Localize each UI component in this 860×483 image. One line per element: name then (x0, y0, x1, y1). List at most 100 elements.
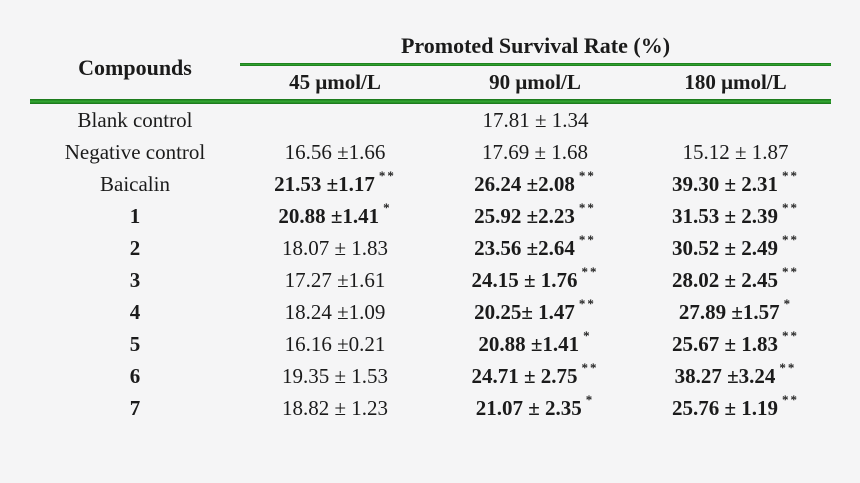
value-text: 17.69 ± 1.68 (481, 139, 589, 164)
header-bottom-rule (30, 99, 831, 104)
value-cell: 16.56 ±1.66 (240, 136, 430, 168)
value-cell: 16.16 ±0.21 (240, 328, 430, 360)
value-cell: 17.27 ±1.61 (240, 264, 430, 296)
value-text: 30.52 ± 2.49 (671, 235, 779, 260)
value-text: 18.24 ±1.09 (284, 299, 386, 324)
table-row: 4 18.24 ±1.09 20.25± 1.47 ** 27.89 ±1.57 * (30, 296, 831, 328)
significance-marker: ** (782, 392, 800, 407)
value-cell: 25.76 ± 1.19 ** (640, 392, 831, 424)
table-row: Negative control 16.56 ±1.66 17.69 ± 1.68 1… (30, 136, 831, 168)
compound-cell: 3 (129, 267, 141, 292)
value-cell: 23.56 ±2.64 ** (430, 232, 640, 264)
value-cell: 18.07 ± 1.83 (240, 232, 430, 264)
compound-cell: 1 (129, 203, 141, 228)
table-row: 1 20.88 ±1.41 * 25.92 ±2.23 ** 31.53 ± 2.39 ** (30, 200, 831, 232)
value-cell: 25.67 ± 1.83 ** (640, 328, 831, 360)
value-text: 15.12 ± 1.87 (682, 139, 789, 164)
column-header-180umol: 180 μmol/L (684, 70, 787, 94)
table-row: Baicalin 21.53 ±1.17 ** 26.24 ±2.08 ** 39.30 … (30, 168, 831, 200)
compound-cell: Negative control (64, 139, 206, 164)
value-text: 26.24 ±2.08 (474, 171, 575, 196)
compound-cell: 4 (129, 299, 141, 324)
value-text: 20.88 ±1.41 (278, 203, 380, 228)
value-cell: 24.71 ± 2.75 ** (430, 360, 640, 392)
compound-cell: 2 (129, 235, 141, 260)
significance-marker: ** (378, 168, 396, 183)
column-header-90umol: 90 μmol/L (489, 70, 581, 94)
value-text: 39.30 ± 2.31 (671, 171, 779, 196)
value-text: 38.27 ±3.24 (674, 363, 776, 388)
significance-marker: ** (578, 232, 596, 247)
value-text: 25.92 ±2.23 (474, 203, 575, 228)
significance-marker: ** (779, 360, 797, 375)
significance-marker: ** (782, 328, 800, 343)
significance-marker: ** (782, 200, 800, 215)
value-cell: 21.53 ±1.17 ** (240, 168, 430, 200)
significance-marker: * (583, 328, 592, 343)
significance-marker: ** (782, 264, 800, 279)
table-header: Compounds Promoted Survival Rate (%) 45 … (30, 26, 831, 104)
value-text: 24.71 ± 2.75 (471, 363, 578, 388)
value-cell: 25.92 ±2.23 ** (430, 200, 640, 232)
table-row: 6 19.35 ± 1.53 24.71 ± 2.75 ** 38.27 ±3.24 ** (30, 360, 831, 392)
significance-marker: ** (782, 168, 800, 183)
value-cell: 30.52 ± 2.49 ** (640, 232, 831, 264)
significance-marker: * (383, 200, 392, 215)
value-cell: 24.15 ± 1.76 ** (430, 264, 640, 296)
table-row: Blank control 17.81 ± 1.34 (30, 104, 831, 136)
compound-cell: 6 (129, 363, 141, 388)
value-cell: 26.24 ±2.08 ** (430, 168, 640, 200)
value-text: 25.76 ± 1.19 (671, 395, 779, 420)
compound-cell: Blank control (77, 107, 193, 132)
value-cell: 17.69 ± 1.68 (430, 136, 640, 168)
value-text: 21.07 ± 2.35 (475, 395, 582, 420)
table-row: 3 17.27 ±1.61 24.15 ± 1.76 ** 28.02 ± 2.45 ** (30, 264, 831, 296)
value-text: 27.89 ±1.57 (678, 299, 780, 324)
value-text: 31.53 ± 2.39 (671, 203, 779, 228)
value-cell: 31.53 ± 2.39 ** (640, 200, 831, 232)
value-cell: 20.88 ±1.41 * (430, 328, 640, 360)
significance-marker: ** (581, 360, 599, 375)
value-text: 28.02 ± 2.45 (671, 267, 779, 292)
significance-marker: * (783, 296, 793, 311)
value-cell: 20.25± 1.47 ** (430, 296, 640, 328)
compound-cell: 7 (129, 395, 141, 420)
value-text: 17.27 ±1.61 (284, 267, 386, 292)
value-text: 16.16 ±0.21 (284, 331, 386, 356)
significance-marker: ** (578, 168, 596, 183)
value-text: 18.82 ± 1.23 (281, 395, 389, 420)
value-cell: 20.88 ±1.41 * (240, 200, 430, 232)
value-text: 25.67 ± 1.83 (671, 331, 779, 356)
value-text: 23.56 ±2.64 (474, 235, 575, 260)
value-text: 20.25± 1.47 (474, 299, 575, 324)
table-row: 5 16.16 ±0.21 20.88 ±1.41 * 25.67 ± 1.83 ** (30, 328, 831, 360)
table-row: 7 18.82 ± 1.23 21.07 ± 2.35 * 25.76 ± 1.19 ** (30, 392, 831, 424)
value-cell: 18.82 ± 1.23 (240, 392, 430, 424)
column-header-45umol: 45 μmol/L (289, 70, 381, 94)
value-cell-spanning: 17.81 ± 1.34 (482, 107, 589, 132)
value-text: 18.07 ± 1.83 (281, 235, 389, 260)
value-cell: 39.30 ± 2.31 ** (640, 168, 831, 200)
significance-marker: ** (578, 200, 596, 215)
value-text: 19.35 ± 1.53 (281, 363, 389, 388)
group-header-promoted-survival-rate: Promoted Survival Rate (%) (240, 26, 831, 66)
value-cell: 27.89 ±1.57 * (640, 296, 831, 328)
value-cell: 19.35 ± 1.53 (240, 360, 430, 392)
value-text: 24.15 ± 1.76 (471, 267, 578, 292)
compound-cell: Baicalin (100, 171, 170, 196)
compounds-column-header: Compounds (78, 54, 192, 80)
table-body: Blank control 17.81 ± 1.34 Negative contro… (30, 104, 831, 424)
significance-marker: * (585, 392, 595, 407)
value-cell: 15.12 ± 1.87 (640, 136, 831, 168)
significance-marker: ** (581, 264, 599, 279)
value-cell: 21.07 ± 2.35 * (430, 392, 640, 424)
value-text: 20.88 ±1.41 (478, 331, 580, 356)
compound-cell: 5 (129, 331, 141, 356)
value-cell: 38.27 ±3.24 ** (640, 360, 831, 392)
table-row: 2 18.07 ± 1.83 23.56 ±2.64 ** 30.52 ± 2.49 ** (30, 232, 831, 264)
value-text: 16.56 ±1.66 (284, 139, 386, 164)
value-cell: 18.24 ±1.09 (240, 296, 430, 328)
value-cell: 28.02 ± 2.45 ** (640, 264, 831, 296)
significance-marker: ** (578, 296, 596, 311)
